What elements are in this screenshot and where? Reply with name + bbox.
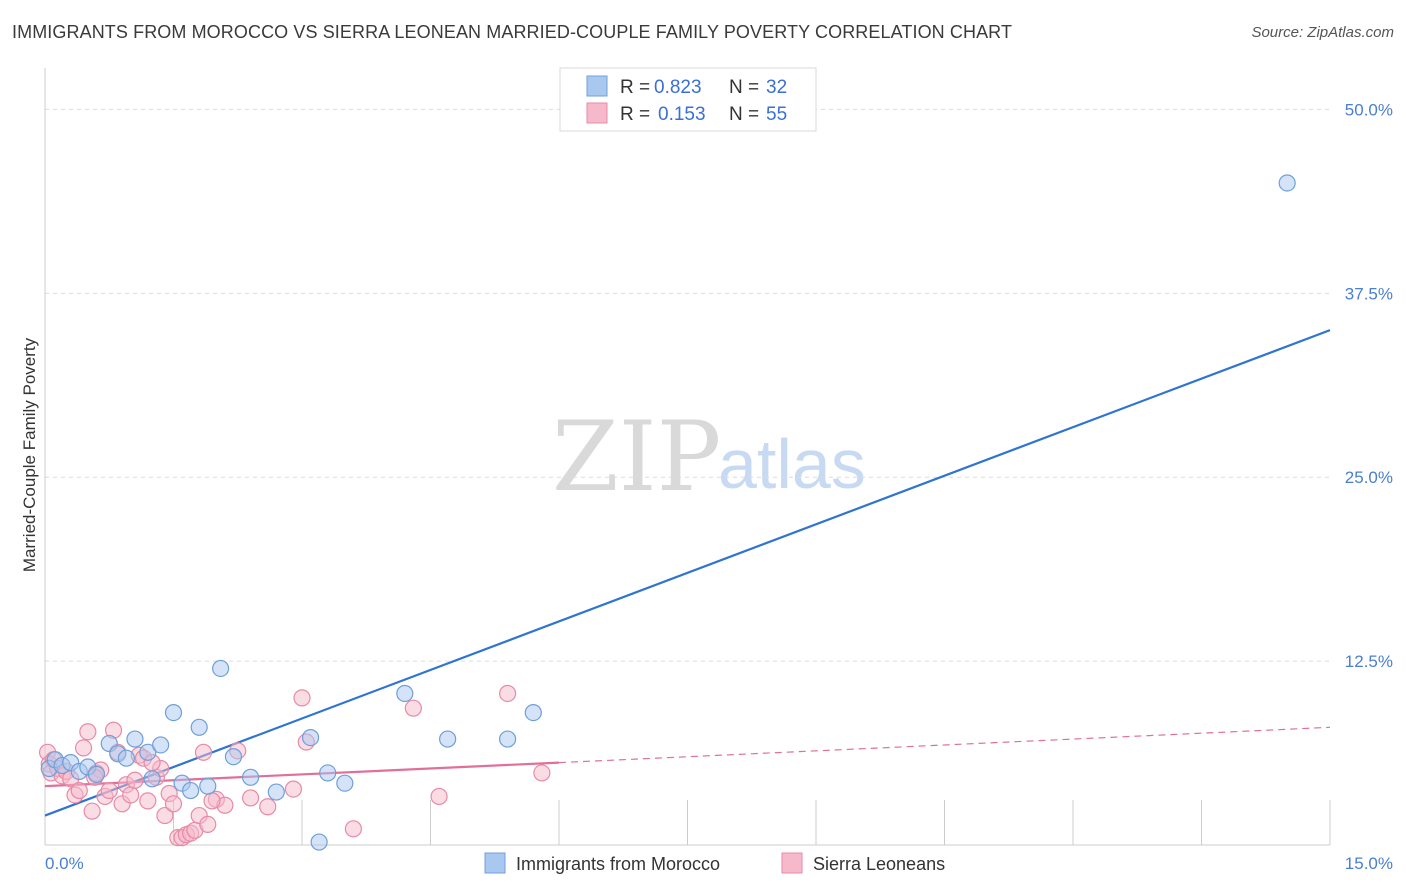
point-sierra-leoneans [194, 743, 213, 761]
legend-r-label-blue: R = [620, 77, 650, 98]
axes [44, 68, 1330, 846]
point-immigrants-morocco [524, 703, 542, 722]
point-sierra-leoneans [344, 820, 362, 838]
point-immigrants-morocco [396, 684, 414, 703]
y-tick-label: 37.5% [1345, 284, 1393, 303]
legend-n-label-pink: N = [729, 104, 759, 125]
point-immigrants-morocco [267, 783, 285, 801]
source-credit: Source: ZipAtlas.com [1251, 24, 1394, 41]
point-sierra-leoneans [126, 771, 144, 789]
y-tick-label: 12.5% [1345, 652, 1393, 671]
point-immigrants-morocco [190, 718, 208, 736]
point-immigrants-morocco [143, 770, 161, 788]
point-sierra-leoneans [242, 789, 260, 807]
point-immigrants-morocco [139, 743, 157, 761]
point-sierra-leoneans [533, 764, 551, 782]
y-axis-label: Married-Couple Family Poverty [20, 337, 39, 572]
y-tick-label: 50.0% [1345, 100, 1393, 119]
bottom-legend-swatch-blue [484, 852, 506, 874]
point-immigrants-morocco [117, 749, 135, 767]
trend-line-sierra-leoneans [558, 726, 1331, 764]
point-sierra-leoneans [404, 699, 422, 717]
point-sierra-leoneans [83, 802, 101, 820]
legend-r-value-blue: 0.823 [654, 77, 702, 98]
point-sierra-leoneans [203, 792, 221, 810]
point-sierra-leoneans [293, 689, 311, 707]
point-immigrants-morocco [182, 781, 200, 800]
x-tick-label: 0.0% [45, 854, 84, 873]
x-tick-label: 15.0% [1345, 854, 1393, 873]
legend-n-value-pink: 55 [766, 104, 787, 125]
bottom-legend: Immigrants from Morocco Sierra Leoneans [484, 852, 945, 874]
point-immigrants-morocco [126, 730, 144, 748]
point-sierra-leoneans [139, 792, 157, 810]
point-sierra-leoneans [156, 806, 174, 825]
point-immigrants-morocco [319, 764, 337, 782]
tick-labels: 12.5% 25.0% 37.5% 50.0% 0.0% 15.0% [45, 100, 1393, 873]
watermark-zip: ZIP [552, 401, 721, 513]
point-sierra-leoneans [259, 798, 277, 816]
point-immigrants-morocco [301, 729, 320, 747]
point-sierra-leoneans [74, 739, 93, 757]
point-immigrants-morocco [224, 748, 243, 766]
point-immigrants-morocco [499, 730, 517, 748]
watermark-atlas: atlas [718, 425, 866, 503]
legend-r-value-pink: 0.153 [658, 104, 706, 125]
point-immigrants-morocco [212, 659, 230, 678]
point-sierra-leoneans [430, 787, 448, 806]
chart-title: IMMIGRANTS FROM MOROCCO VS SIERRA LEONEA… [12, 22, 1013, 42]
point-immigrants-morocco [310, 833, 328, 851]
point-immigrants-morocco [164, 703, 183, 722]
point-sierra-leoneans [122, 786, 140, 804]
point-immigrants-morocco [336, 774, 354, 792]
top-legend: R = 0.823 N = 32 R = 0.153 N = 55 [559, 67, 817, 132]
point-sierra-leoneans [199, 815, 217, 834]
bottom-legend-label-pink: Sierra Leoneans [813, 854, 945, 874]
point-sierra-leoneans [499, 684, 517, 703]
point-immigrants-morocco [1278, 174, 1296, 192]
legend-swatch-blue [586, 75, 608, 97]
bottom-legend-swatch-pink [781, 852, 803, 874]
point-immigrants-morocco [87, 765, 106, 783]
point-immigrants-morocco [242, 768, 260, 786]
point-sierra-leoneans [79, 723, 97, 741]
point-sierra-leoneans [70, 781, 88, 800]
point-sierra-leoneans [100, 781, 118, 800]
point-sierra-leoneans [284, 780, 303, 798]
legend-n-label-blue: N = [729, 77, 759, 98]
trend-line-morocco [44, 329, 1331, 817]
data-points [38, 174, 1296, 851]
legend-r-label-pink: R = [620, 104, 650, 125]
gridlines [45, 108, 1331, 845]
point-immigrants-morocco [152, 736, 170, 754]
y-tick-label: 25.0% [1345, 468, 1393, 487]
point-immigrants-morocco [439, 730, 457, 748]
point-sierra-leoneans [164, 795, 183, 813]
bottom-legend-label-blue: Immigrants from Morocco [516, 854, 720, 874]
legend-swatch-pink [586, 102, 608, 124]
point-immigrants-morocco [199, 777, 217, 795]
legend-n-value-blue: 32 [766, 77, 787, 98]
